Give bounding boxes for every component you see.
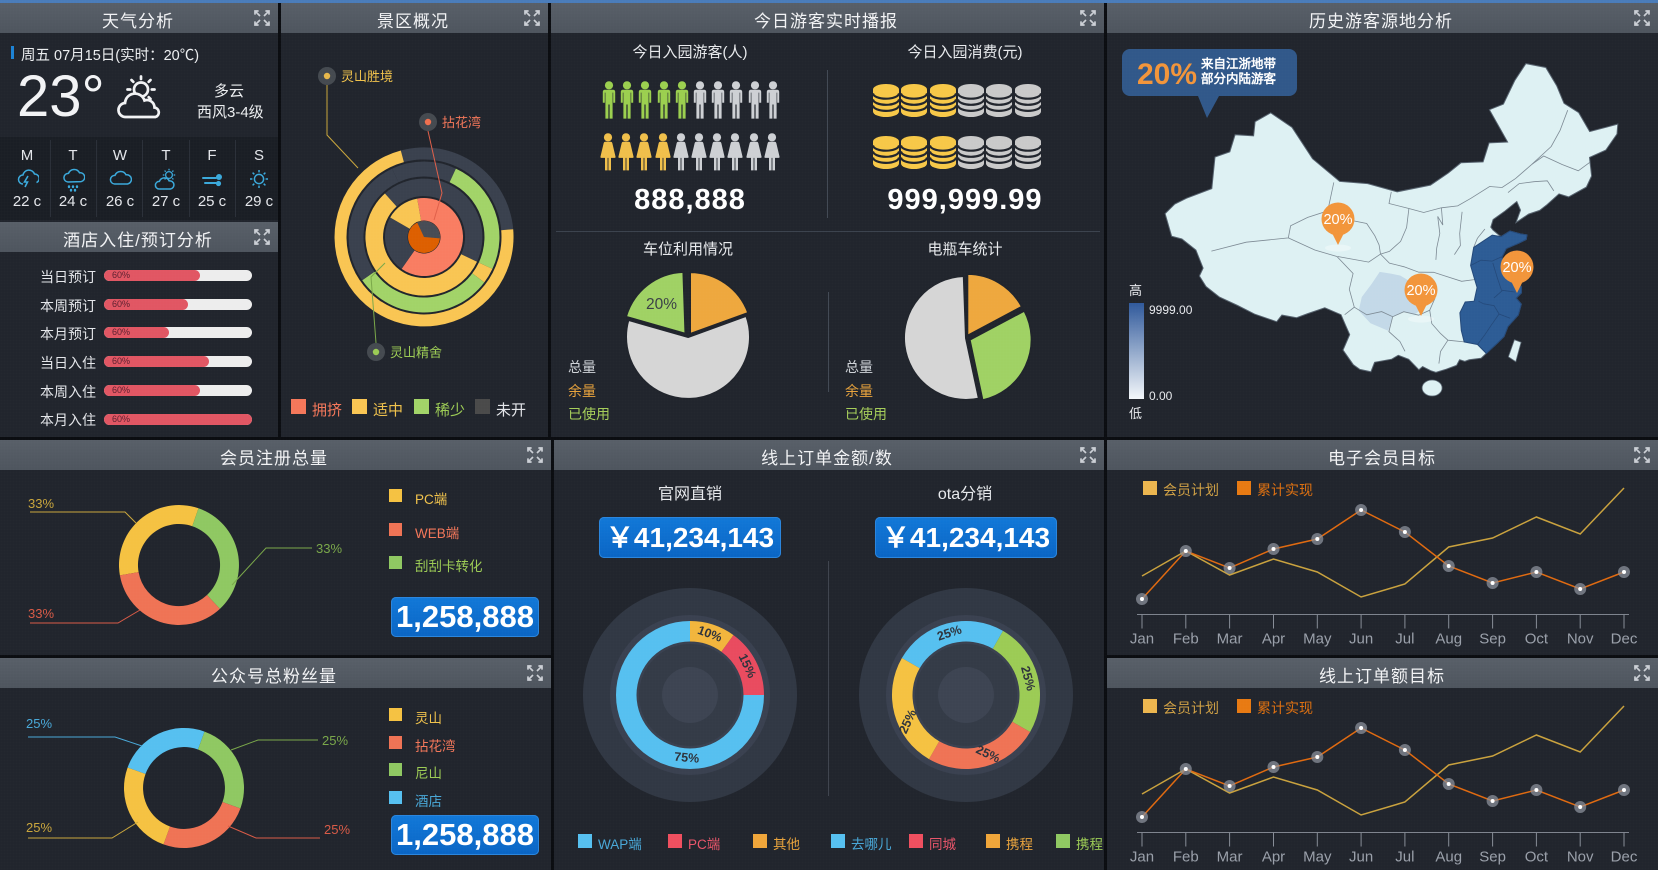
svg-text:0.00: 0.00 (1149, 389, 1173, 403)
svg-text:Dec: Dec (1611, 631, 1638, 648)
svg-text:Jan: Jan (1130, 631, 1154, 648)
svg-text:25%: 25% (26, 820, 52, 835)
svg-text:Oct: Oct (1525, 631, 1549, 648)
svg-text:20%: 20% (1137, 58, 1197, 91)
svg-text:33%: 33% (316, 541, 342, 556)
svg-text:Nov: Nov (1567, 631, 1594, 648)
svg-text:25%: 25% (324, 822, 350, 837)
svg-text:Mar: Mar (1217, 849, 1243, 866)
svg-text:Nov: Nov (1567, 849, 1594, 866)
svg-text:Oct: Oct (1525, 849, 1549, 866)
svg-text:20%: 20% (646, 296, 677, 313)
svg-text:拈花湾: 拈花湾 (442, 115, 481, 130)
svg-text:Dec: Dec (1611, 849, 1638, 866)
svg-text:May: May (1303, 849, 1332, 866)
svg-text:Feb: Feb (1173, 849, 1199, 866)
svg-text:Sep: Sep (1479, 849, 1506, 866)
svg-text:Jul: Jul (1395, 849, 1414, 866)
svg-text:Aug: Aug (1435, 631, 1462, 648)
svg-text:Jul: Jul (1395, 631, 1414, 648)
svg-text:Jun: Jun (1349, 849, 1373, 866)
svg-text:Feb: Feb (1173, 631, 1199, 648)
svg-text:Sep: Sep (1479, 631, 1506, 648)
svg-text:25%: 25% (26, 716, 52, 731)
svg-text:33%: 33% (28, 496, 54, 511)
svg-text:25%: 25% (1018, 665, 1038, 693)
svg-text:20%: 20% (1406, 283, 1435, 299)
svg-text:Jan: Jan (1130, 849, 1154, 866)
svg-text:33%: 33% (28, 606, 54, 621)
svg-text:部分内陆游客: 部分内陆游客 (1201, 71, 1277, 86)
svg-text:9999.00: 9999.00 (1149, 303, 1193, 317)
svg-text:灵山精舍: 灵山精舍 (390, 345, 442, 360)
svg-text:Jun: Jun (1349, 631, 1373, 648)
svg-text:Mar: Mar (1217, 631, 1243, 648)
svg-text:灵山胜境: 灵山胜境 (341, 69, 393, 84)
svg-text:20%: 20% (1323, 212, 1352, 228)
svg-text:Apr: Apr (1262, 849, 1285, 866)
svg-text:25%: 25% (322, 733, 348, 748)
svg-text:75%: 75% (674, 750, 700, 766)
svg-text:低: 低 (1129, 406, 1142, 421)
svg-text:来自江浙地带: 来自江浙地带 (1200, 56, 1277, 71)
svg-text:May: May (1303, 631, 1332, 648)
svg-text:高: 高 (1129, 283, 1142, 298)
svg-text:Aug: Aug (1435, 849, 1462, 866)
svg-text:20%: 20% (1502, 260, 1531, 276)
svg-text:Apr: Apr (1262, 631, 1285, 648)
